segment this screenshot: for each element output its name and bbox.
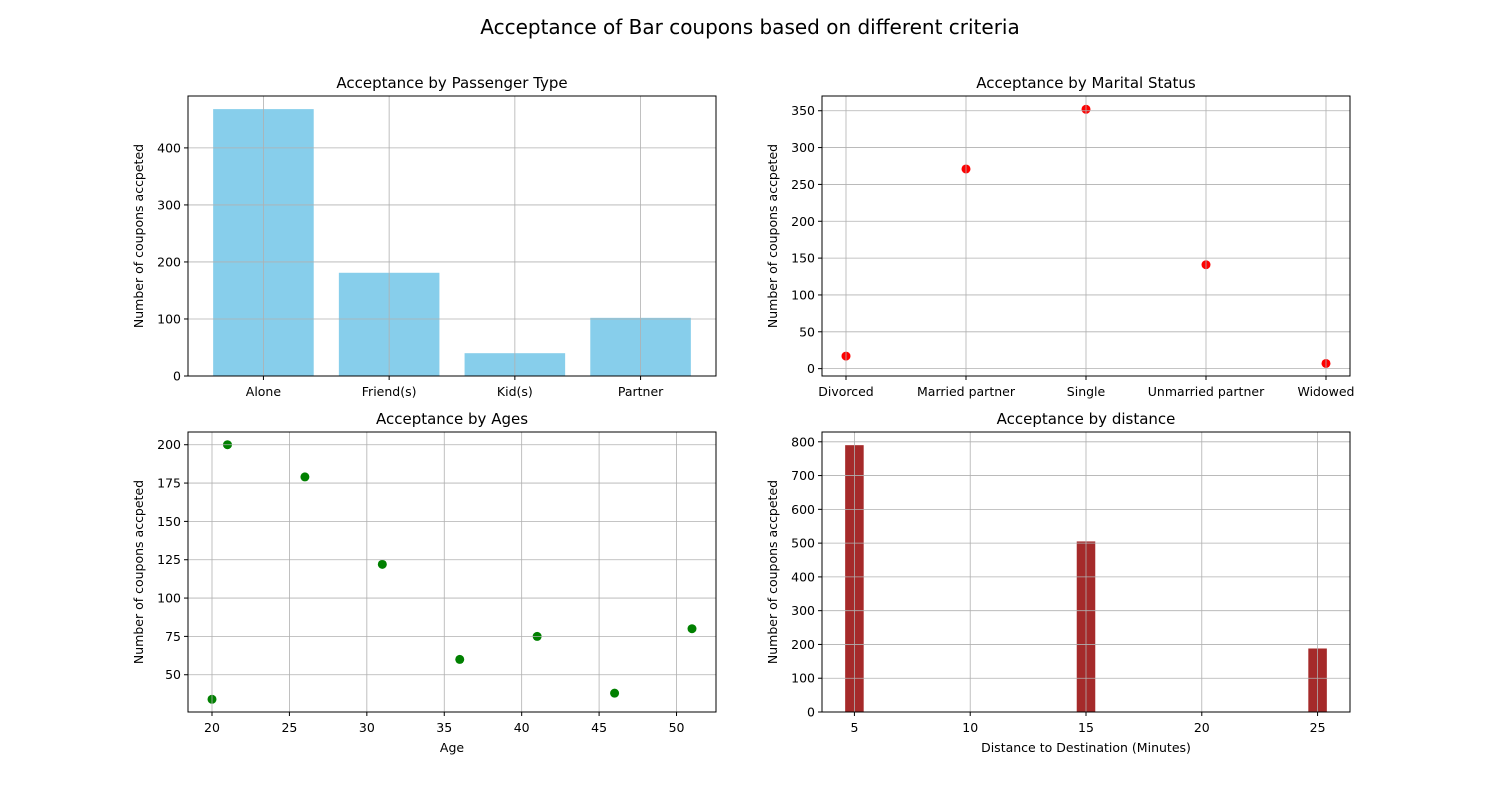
plot-marks bbox=[213, 109, 691, 376]
panel-ages: 20 25 30 35 40 45 50 50 75 100 125 150 175 200 Accepta… bbox=[131, 410, 717, 755]
x-tick-label: 40 bbox=[514, 720, 530, 735]
y-tick-label: 350 bbox=[791, 103, 815, 118]
y-tick-label: 500 bbox=[791, 536, 815, 551]
x-axis-label: Distance to Destination (Minutes) bbox=[981, 740, 1191, 755]
y-axis-label: Number of coupons accpeted bbox=[765, 144, 780, 328]
y-tick-label: 600 bbox=[791, 502, 815, 517]
y-tick-label: 0 bbox=[173, 369, 181, 384]
y-tick-label: 50 bbox=[165, 667, 181, 682]
y-tick-label: 700 bbox=[791, 468, 815, 483]
x-tick-label: 25 bbox=[281, 720, 297, 735]
y-tick-label: 300 bbox=[791, 603, 815, 618]
y-tick-label: 300 bbox=[157, 197, 181, 212]
x-tick-label: Partner bbox=[618, 384, 664, 399]
y-axis-label: Number of coupons accpeted bbox=[131, 144, 146, 328]
y-tick-label: 200 bbox=[157, 254, 181, 269]
scatter-point bbox=[687, 624, 697, 634]
grid-lines bbox=[822, 96, 1350, 376]
scatter-point bbox=[610, 688, 620, 698]
y-axis-label: Number of coupons accpeted bbox=[765, 480, 780, 664]
y-tick-label: 200 bbox=[791, 214, 815, 229]
panel-distance: 5 10 15 20 25 0 100 200 300 400 500 600 700 800 Accept… bbox=[765, 410, 1351, 755]
y-tick-label: 175 bbox=[157, 476, 181, 491]
plot-marks bbox=[207, 440, 697, 704]
x-tick-label: 10 bbox=[962, 720, 978, 735]
axes-frame bbox=[187, 95, 717, 377]
y-tick-label: 100 bbox=[791, 287, 815, 302]
y-tick-label: 250 bbox=[791, 177, 815, 192]
y-tick-label: 400 bbox=[791, 569, 815, 584]
x-tick-label: 5 bbox=[850, 720, 858, 735]
x-tick-label: Friend(s) bbox=[362, 384, 417, 399]
panel-title: Acceptance by Ages bbox=[376, 410, 528, 428]
y-tick-label: 0 bbox=[807, 705, 815, 720]
grid-lines bbox=[188, 432, 716, 712]
x-tick-label: 15 bbox=[1078, 720, 1094, 735]
x-tick-label: 35 bbox=[436, 720, 452, 735]
y-tick-label: 200 bbox=[791, 637, 815, 652]
x-tick-label: Married partner bbox=[917, 384, 1016, 399]
x-tick-label: Widowed bbox=[1298, 384, 1355, 399]
x-axis-label: Age bbox=[440, 740, 464, 755]
x-tick-label: Divorced bbox=[818, 384, 874, 399]
x-tick-label: Alone bbox=[246, 384, 282, 399]
x-tick-label: Single bbox=[1067, 384, 1106, 399]
axes-frame bbox=[187, 431, 717, 713]
panel-title: Acceptance by Marital Status bbox=[976, 74, 1196, 92]
x-tick-label: 45 bbox=[591, 720, 607, 735]
x-tick-label: Kid(s) bbox=[497, 384, 533, 399]
y-axis-label: Number of coupons accpeted bbox=[131, 480, 146, 664]
y-tick-label: 300 bbox=[791, 140, 815, 155]
y-tick-label: 50 bbox=[799, 324, 815, 339]
x-tick-label: 50 bbox=[669, 720, 685, 735]
scatter-point bbox=[455, 654, 465, 664]
panel-marital-status: Divorced Married partner Single Unmarried p… bbox=[765, 74, 1355, 399]
x-tick-label: 30 bbox=[359, 720, 375, 735]
y-tick-label: 200 bbox=[157, 437, 181, 452]
y-tick-label: 0 bbox=[807, 361, 815, 376]
x-tick-label: 25 bbox=[1310, 720, 1326, 735]
y-tick-label: 150 bbox=[157, 514, 181, 529]
scatter-point bbox=[300, 472, 310, 482]
scatter-point bbox=[377, 559, 387, 569]
y-tick-label: 150 bbox=[791, 251, 815, 266]
x-tick-label: Unmarried partner bbox=[1148, 384, 1265, 399]
y-tick-label: 125 bbox=[157, 552, 181, 567]
y-tick-label: 400 bbox=[157, 140, 181, 155]
y-tick-label: 100 bbox=[791, 671, 815, 686]
x-tick-label: 20 bbox=[1194, 720, 1210, 735]
panel-passenger-type: Alone Friend(s) Kid(s) Partner 0 100 200 300 400… bbox=[131, 74, 717, 399]
y-tick-label: 75 bbox=[165, 629, 181, 644]
y-tick-label: 100 bbox=[157, 591, 181, 606]
grid-lines bbox=[822, 432, 1350, 713]
x-tick-label: 20 bbox=[204, 720, 220, 735]
y-tick-label: 800 bbox=[791, 434, 815, 449]
panel-title: Acceptance by Passenger Type bbox=[336, 74, 567, 92]
y-tick-label: 100 bbox=[157, 311, 181, 326]
figure-suptitle: Acceptance of Bar coupons based on diffe… bbox=[480, 15, 1020, 39]
panel-title: Acceptance by distance bbox=[997, 410, 1176, 428]
